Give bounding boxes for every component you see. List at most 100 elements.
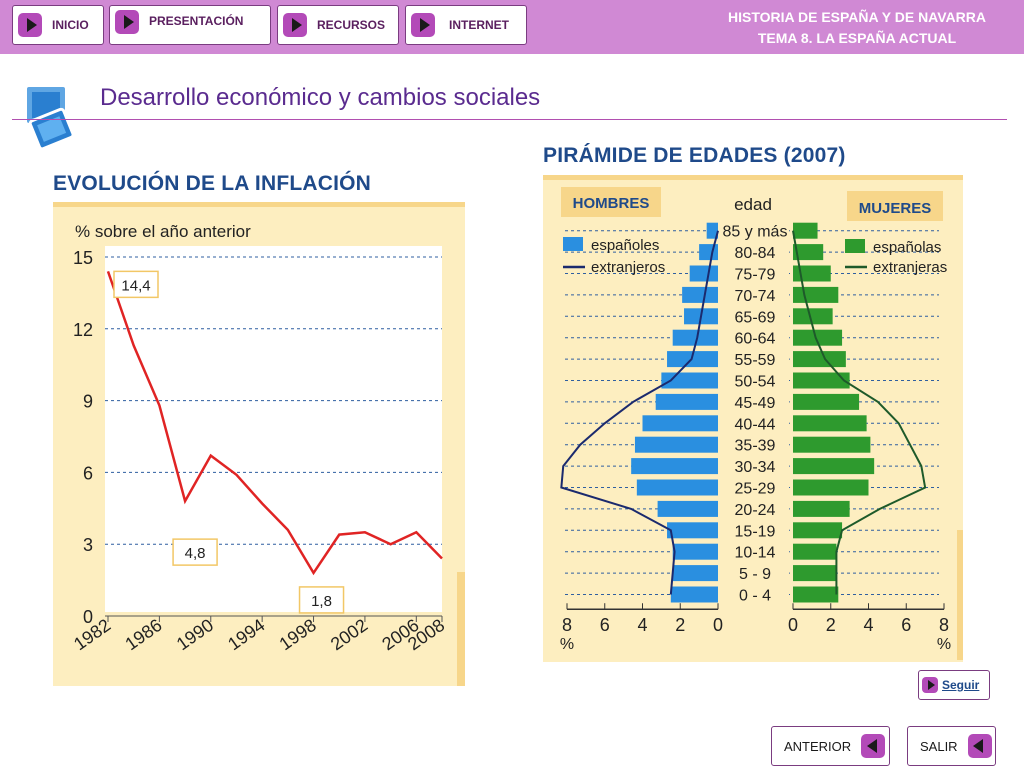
espanolas-bar	[793, 244, 824, 261]
pyramid-age-label: 85 y más	[723, 224, 788, 241]
inflation-y-tick: 0	[83, 607, 93, 627]
pyramid-category-bg	[721, 370, 789, 391]
espanolas-bar	[793, 458, 875, 475]
inflation-annotation: 4,8	[185, 545, 206, 562]
extranjeras-line	[792, 230, 927, 595]
pyramid-chart-title: PIRÁMIDE DE EDADES (2007)	[543, 144, 846, 167]
espanolas-bar	[793, 479, 869, 496]
pyramid-age-label: 0 - 4	[739, 588, 771, 605]
pyramid-category-bg	[721, 563, 789, 584]
espanolas-bar	[793, 436, 871, 453]
recursos-button[interactable]: RECURSOS	[277, 5, 399, 45]
espanolas-bar	[793, 351, 846, 368]
pyramid-age-label: 25-29	[735, 481, 776, 498]
espanolas-bar	[793, 286, 839, 303]
presentacion-label: PRESENTACIÓN	[149, 14, 244, 28]
inflation-y-tick: 12	[73, 320, 93, 340]
pyramid-right-unit: %	[937, 636, 951, 653]
internet-button[interactable]: INTERNET	[405, 5, 527, 45]
inflation-y-tick: 3	[83, 535, 93, 555]
play-arrow-icon	[411, 13, 435, 37]
pyramid-category-bg	[721, 498, 789, 519]
legend-espanoles-swatch	[563, 237, 583, 251]
pyramid-age-label: 35-39	[735, 438, 776, 455]
anterior-label: ANTERIOR	[784, 738, 852, 754]
inflation-y-tick: 6	[83, 463, 93, 483]
legend-extranjeras: extranjeras	[873, 259, 947, 276]
play-arrow-icon	[922, 677, 938, 693]
pyramid-age-label: 20-24	[735, 502, 776, 519]
back-arrow-icon	[967, 734, 992, 758]
seguir-button[interactable]: Seguir	[918, 670, 990, 700]
pyramid-age-label: 65-69	[735, 309, 776, 326]
play-arrow-icon	[18, 13, 42, 37]
pyramid-category-bg	[721, 284, 789, 305]
pyramid-left-unit: %	[560, 636, 574, 653]
title-divider	[12, 119, 1007, 120]
espanoles-bar	[655, 393, 718, 410]
inflation-annotation-box	[298, 586, 345, 614]
pyramid-age-label: 5 - 9	[739, 566, 771, 583]
pyramid-left-tick: 4	[637, 615, 647, 635]
pyramid-age-label: 10-14	[735, 545, 776, 562]
mujeres-label: MUJERES	[859, 200, 932, 217]
espanolas-bar	[793, 372, 850, 389]
espanolas-bar	[793, 522, 843, 539]
inicio-button[interactable]: INICIO	[12, 5, 104, 45]
course-title-line1: HISTORIA DE ESPAÑA Y DE NAVARRA	[727, 9, 986, 25]
pyramid-age-label: 75-79	[735, 267, 776, 284]
espanoles-bar	[667, 522, 718, 539]
espanoles-bar	[642, 415, 718, 432]
pyramid-category-bg	[721, 477, 789, 498]
inflation-annotation-box	[172, 538, 218, 566]
top-navigation-bar: INICIO PRESENTACIÓN RECURSOS INTERNET HI…	[0, 0, 1024, 54]
legend-espanoles: españoles	[591, 237, 659, 254]
pyramid-age-label: 55-59	[735, 352, 776, 369]
pyramid-right-tick: 2	[826, 615, 836, 635]
espanolas-bar	[793, 308, 833, 325]
pyramid-category-bg	[721, 520, 789, 541]
pyramid-age-label: 15-19	[735, 523, 776, 540]
internet-label: INTERNET	[449, 18, 509, 32]
pyramid-category-bg	[721, 306, 789, 327]
legend-espanolas-swatch	[845, 239, 865, 253]
espanoles-bar	[670, 586, 718, 603]
pyramid-age-label: 30-34	[735, 459, 776, 476]
espanoles-bar	[672, 329, 718, 346]
espanoles-bar	[682, 286, 718, 303]
inflation-annotation-box	[113, 270, 159, 299]
pyramid-right-tick: 4	[863, 615, 873, 635]
espanolas-bar	[793, 393, 860, 410]
espanolas-bar	[793, 565, 837, 582]
pyramid-right-tick: 8	[939, 615, 949, 635]
pyramid-category-bg	[721, 263, 789, 284]
pyramid-category-bg	[721, 456, 789, 477]
pyramid-category-bg	[721, 242, 789, 263]
pyramid-age-label: 40-44	[735, 416, 776, 433]
inflation-annotation: 1,8	[311, 593, 332, 610]
slides-icon	[22, 84, 78, 151]
espanoles-bar	[706, 222, 718, 239]
inflation-chart-title: EVOLUCIÓN DE LA INFLACIÓN	[53, 172, 372, 195]
anterior-button[interactable]: ANTERIOR	[771, 726, 890, 766]
course-title: HISTORIA DE ESPAÑA Y DE NAVARRA TEMA 8. …	[728, 7, 986, 49]
hombres-label-box	[561, 187, 661, 217]
pyramid-category-bg	[721, 413, 789, 434]
pyramid-category-bg	[721, 349, 789, 370]
pyramid-category-bg	[721, 434, 789, 455]
espanoles-bar	[636, 479, 718, 496]
inicio-label: INICIO	[52, 18, 89, 32]
pyramid-left-tick: 0	[713, 615, 723, 635]
inflation-y-tick: 9	[83, 392, 93, 412]
espanolas-bar	[793, 329, 843, 346]
pyramid-age-label: 50-54	[735, 374, 776, 391]
back-arrow-icon	[861, 734, 886, 758]
presentacion-button[interactable]: PRESENTACIÓN	[109, 5, 271, 45]
espanolas-bar	[793, 265, 831, 282]
pyramid-category-bg	[721, 391, 789, 412]
pyramid-right-tick: 6	[901, 615, 911, 635]
play-arrow-icon	[283, 13, 307, 37]
salir-button[interactable]: SALIR	[907, 726, 996, 766]
espanoles-bar	[689, 265, 718, 282]
espanoles-bar	[634, 436, 718, 453]
